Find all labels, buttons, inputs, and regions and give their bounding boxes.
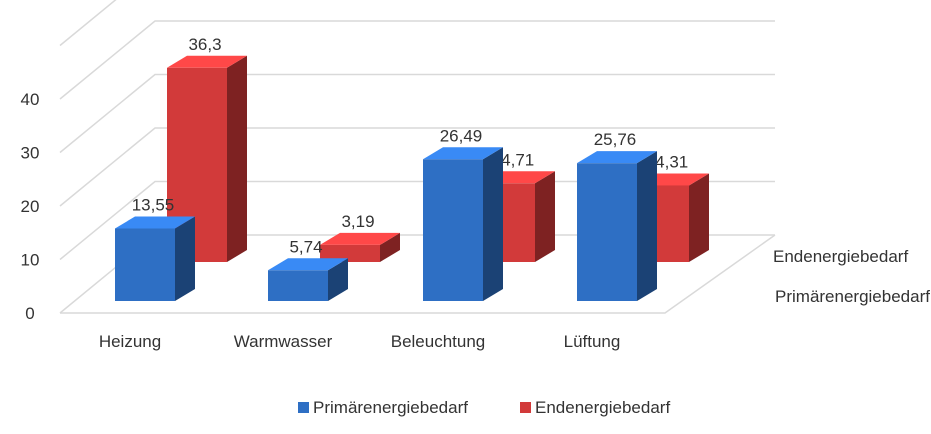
series-axis-label: Primärenergiebedarf [775,287,930,306]
x-tick-label: Warmwasser [234,332,333,351]
y-tick-label: 0 [25,304,34,323]
bar-top [320,232,400,245]
bar-side [328,258,348,301]
gridline [59,73,775,154]
data-label: 3,19 [341,212,374,231]
bar-primaerenergie: 5,74 [268,237,348,301]
bar-front [268,270,328,301]
gridline [59,180,775,261]
bar-top [268,258,348,271]
series-axis-label: Endenergiebedarf [773,247,908,266]
bar-top [423,147,503,160]
y-tick-label: 10 [21,251,40,270]
gridline [59,0,117,47]
bar-top [115,216,195,229]
bar-endenergie: 3,19 [320,212,400,262]
legend-swatch [520,402,531,413]
bar-primaerenergie: 13,55 [115,196,195,301]
bar-side [483,147,503,301]
bar-front [577,163,637,301]
legend-swatch [298,402,309,413]
bar-side [175,216,195,301]
bar-top [167,55,247,68]
y-tick-label: 20 [21,197,40,216]
data-label: 5,74 [289,237,322,256]
bar-primaerenergie: 25,76 [577,130,657,301]
bar-side [380,232,400,262]
x-tick-label: Beleuchtung [391,332,486,351]
data-label: 13,55 [132,196,175,215]
legend-label: Endenergiebedarf [535,398,670,417]
bar-primaerenergie: 26,49 [423,126,503,301]
bar-front [115,228,175,301]
bar-side [637,151,657,301]
gridline [59,127,775,207]
bar-side [689,173,709,262]
bar-front [423,159,483,301]
data-label: 26,49 [440,126,483,145]
x-tick-label: Lüftung [564,332,621,351]
y-tick-label: 40 [21,90,40,109]
data-label: 25,76 [594,130,637,149]
data-label: 36,3 [188,35,221,54]
bar-front [320,244,380,262]
y-tick-label: 30 [21,144,40,163]
bar-side [227,55,247,262]
gridline [59,20,775,100]
bar-side [535,171,555,262]
floor-edge [60,234,776,314]
legend-label: Primärenergiebedarf [313,398,468,417]
bar-top [577,151,657,164]
x-tick-label: Heizung [99,332,161,351]
